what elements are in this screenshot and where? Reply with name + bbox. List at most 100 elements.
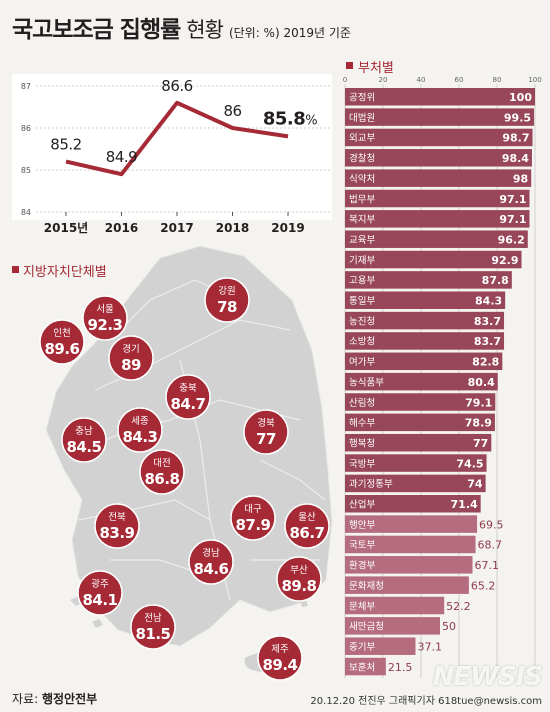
bar-value-label: 83.7: [474, 335, 501, 348]
bar: [345, 637, 416, 655]
bar-value-label: 37.1: [417, 640, 442, 653]
bar-x-tick: 100: [528, 76, 541, 84]
line-value-label: 85.2: [50, 136, 81, 154]
map-region-value: 77: [256, 430, 276, 448]
map-region-name: 대구: [244, 504, 262, 515]
map-region-name: 강원: [218, 286, 235, 297]
bar-value-label: 78.9: [465, 417, 492, 430]
bar-category-label: 고용부: [349, 276, 375, 287]
map-region-value: 89.4: [262, 656, 297, 674]
map-region-name: 충남: [75, 426, 93, 437]
bar-category-label: 기재부: [349, 255, 375, 266]
bar-category-label: 외교부: [349, 132, 375, 144]
bar: [345, 230, 528, 248]
bar-category-label: 법무부: [349, 194, 375, 205]
bar-value-label: 68.7: [478, 539, 503, 552]
map-region-value: 86.8: [144, 470, 179, 488]
line-value-unit: %: [305, 113, 317, 128]
map-region-value: 84.6: [193, 560, 228, 578]
bar: [345, 189, 530, 208]
bar-section-title: 부처별: [358, 61, 394, 76]
bar-value-label: 92.9: [491, 254, 518, 267]
line-y-axis: 84 85 86 87: [21, 82, 31, 217]
bar: [345, 515, 478, 533]
map-region-name: 대전: [153, 458, 170, 469]
bar: [345, 149, 532, 167]
map-region-value: 86.7: [289, 524, 324, 542]
unit-note: (단위: %) 2019년 기준: [228, 26, 351, 40]
bar-x-tick: 60: [455, 76, 464, 84]
bar: [345, 271, 512, 289]
bar-value-label: 77: [473, 437, 488, 450]
bar-category-label: 행안부: [349, 519, 375, 531]
bar-category-label: 통일부: [349, 296, 375, 307]
map-region-circle: [139, 449, 185, 495]
bar: [345, 596, 445, 615]
bar: [345, 372, 498, 391]
line-x-tick-label: 2017: [160, 221, 193, 235]
title-sub: 현황: [186, 18, 224, 42]
bar-value-label: 67.1: [474, 559, 499, 572]
line-x-tick-label: 2016: [105, 221, 138, 235]
bar-value-label: 69.5: [479, 518, 504, 531]
bar-category-label: 중기부: [349, 642, 375, 653]
map-region-circle: [243, 409, 289, 455]
map-region-circle: [77, 570, 123, 616]
bar: [345, 108, 535, 126]
map-region-circle: [130, 604, 176, 650]
bar-category-label: 소방청: [349, 337, 375, 348]
bar-x-tick: 20: [379, 76, 388, 84]
map-region-circle: [108, 335, 154, 381]
bar-category-label: 산림청: [349, 397, 375, 409]
bar: [345, 88, 535, 106]
bar-value-label: 74: [467, 478, 483, 491]
bar-category-label: 공정위: [349, 92, 375, 104]
map-region-circle: [61, 417, 107, 463]
bar-category-label: 환경부: [349, 560, 375, 572]
map-region-name: 경남: [202, 547, 220, 559]
map-region-value: 84.5: [66, 438, 101, 456]
map-region-value: 78: [217, 298, 237, 316]
bar-category-label: 여가부: [349, 356, 375, 368]
bar-value-label: 98: [513, 172, 528, 185]
bar: [345, 474, 486, 493]
bar: [345, 413, 495, 432]
line-x-tick-label: 2015년: [44, 221, 88, 235]
map-region-circle: [284, 503, 330, 549]
map-region-name: 부산: [290, 565, 308, 576]
bar-x-tick: 80: [493, 76, 502, 84]
bar: [345, 311, 505, 330]
map-region-circle: [165, 374, 211, 420]
line-value-label: 86.6: [161, 77, 192, 95]
bar-category-label: 행복청: [349, 437, 375, 449]
bar-series: 공정위 100 대법원 99.5 외교부 98.7 경찰청 98.4 식약처 98 법무부 97.1 복…: [345, 88, 535, 676]
bar-value-label: 79.1: [465, 396, 492, 409]
map-region-name: 충북: [179, 383, 197, 394]
bar-value-label: 21.5: [388, 661, 413, 674]
line-chart-panel: [12, 74, 332, 220]
map-region-circle: [230, 495, 276, 541]
map-region-name: 세종: [131, 416, 149, 427]
bar-value-label: 52.2: [446, 600, 471, 613]
bar-value-label: 74.5: [456, 457, 483, 470]
bar-value-label: 98.4: [502, 152, 529, 165]
bar-section-marker: [346, 62, 353, 69]
map-section-title: 지방자치단체별: [23, 265, 107, 280]
line-value-label: 85.8%: [263, 108, 317, 129]
map-region-name: 경기: [122, 343, 139, 355]
bar-category-label: 문화재청: [349, 581, 384, 592]
bar: [345, 332, 505, 350]
line-x-tick-label: 2019: [271, 221, 304, 235]
bar-x-tick: 40: [417, 76, 426, 84]
source-note: 자료: 행정안전부: [12, 690, 97, 707]
bar-x-tick: 0: [343, 76, 347, 84]
bar-category-label: 국방부: [349, 459, 375, 470]
line-y-tick: 84: [21, 208, 31, 217]
bar: [345, 210, 530, 228]
bar-category-label: 농진청: [349, 316, 375, 327]
bar-value-label: 50: [442, 620, 456, 633]
map-region-value: 89: [121, 356, 141, 374]
bar-category-label: 과기정통부: [349, 479, 393, 490]
